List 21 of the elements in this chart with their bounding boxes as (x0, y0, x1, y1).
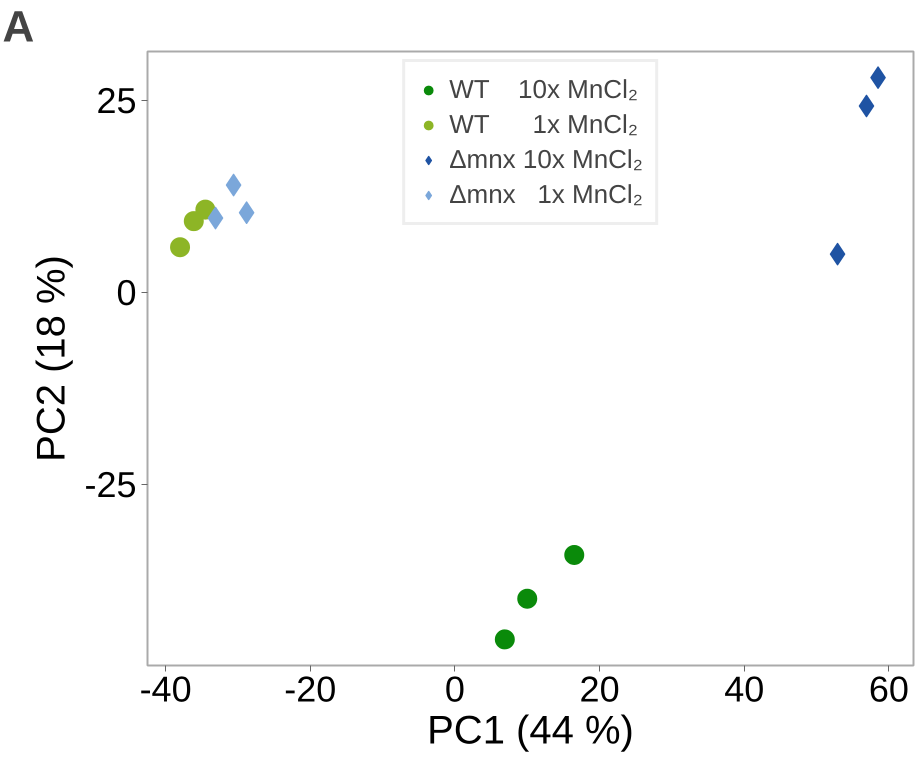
text: A (2, 2, 34, 52)
y-tick-label: -25 (84, 464, 136, 505)
x-tick-label: 60 (868, 668, 909, 710)
point (184, 211, 204, 232)
point (170, 237, 190, 258)
y-axis-title: PC2 (18 %) (29, 255, 74, 462)
legend-label: Δmnx 1x MnCl₂ (449, 179, 643, 210)
legend-label: WT 1x MnCl₂ (449, 109, 638, 140)
point (517, 588, 538, 609)
point (494, 629, 515, 650)
y-tick-label: 0 (116, 272, 137, 313)
point (564, 545, 584, 565)
x-tick-label: -40 (140, 668, 192, 710)
legend-label: Δmnx 10x MnCl₂ (449, 144, 643, 175)
x-tick-label: 20 (580, 668, 620, 710)
x-tick-label: -20 (284, 668, 336, 710)
y-tick-label: 25 (96, 80, 137, 122)
legend-label: WT 10x MnCl₂ (449, 74, 638, 105)
x-tick-label: 40 (724, 668, 764, 710)
x-tick-label: 0 (444, 668, 465, 710)
x-axis-title: PC1 (44 %) (427, 708, 634, 752)
